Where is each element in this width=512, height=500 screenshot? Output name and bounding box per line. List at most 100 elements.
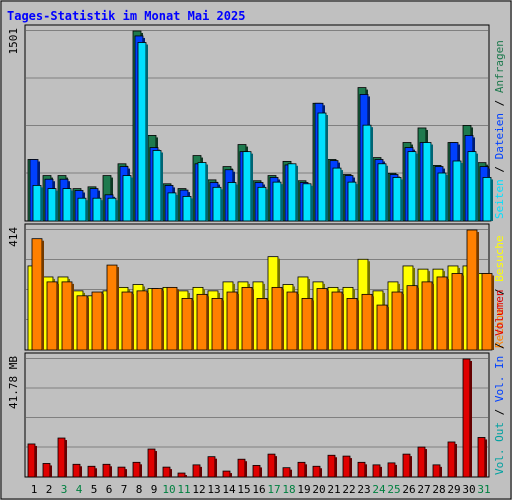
bar-volume-volumen-day-6 (102, 463, 111, 478)
x-tick-label-day-5: 5 (91, 483, 98, 496)
bar-shadow (432, 283, 434, 350)
x-tick-label-day-31: 31 (477, 483, 490, 496)
bar-visits-rechner-day-26 (406, 285, 418, 351)
bar-requests-seiten-day-22 (347, 181, 357, 222)
legend-item-rechner: Rechner (493, 301, 506, 348)
bar-visits-rechner-day-6 (106, 264, 118, 351)
bar-requests-seiten-day-5 (92, 197, 102, 222)
bar-requests-seiten-day-15 (242, 151, 252, 222)
bar-shadow (131, 177, 133, 221)
x-tick-label-day-30: 30 (462, 483, 475, 496)
x-tick-label-day-6: 6 (106, 483, 113, 496)
bar-shadow (282, 289, 284, 350)
bar-requests-seiten-day-26 (407, 151, 417, 222)
bar-shadow (176, 194, 178, 221)
bar-shadow (222, 300, 224, 350)
y-max-label: 1501 (7, 28, 20, 55)
bar-visits-rechner-day-18 (286, 291, 298, 351)
bar-requests-seiten-day-16 (257, 186, 267, 222)
x-tick-label-day-14: 14 (222, 483, 236, 496)
bar-visits-rechner-day-23 (361, 293, 373, 351)
bar-shadow (312, 300, 314, 350)
legend-separator: / (493, 336, 506, 356)
bar-shadow (446, 175, 448, 221)
bar-shadow (72, 283, 74, 350)
bar-requests-seiten-day-2 (47, 188, 57, 222)
bar-shadow (275, 456, 277, 477)
bar-shadow (221, 189, 223, 221)
bar-volume-volumen-day-27 (417, 446, 426, 478)
x-tick-label-day-26: 26 (402, 483, 415, 496)
bar-volume-volumen-day-18 (282, 467, 291, 478)
bar-shadow (447, 278, 449, 350)
bar-shadow (177, 289, 179, 350)
bar-volume-volumen-day-11 (177, 472, 186, 478)
x-tick-label-day-2: 2 (46, 483, 53, 496)
legend-item-volumen: Volumen (493, 290, 506, 336)
bar-shadow (87, 297, 89, 350)
bar-volume-volumen-day-31 (477, 437, 486, 478)
bar-volume-volumen-day-24 (372, 464, 381, 478)
bar-requests-seiten-day-7 (122, 175, 132, 222)
legend-volume: Vol. Out / Vol. In / Volumen (493, 290, 506, 475)
bar-shadow (327, 290, 329, 350)
bar-shadow (117, 267, 119, 350)
bar-shadow (102, 294, 104, 350)
bar-volume-volumen-day-8 (132, 461, 141, 478)
bar-requests-seiten-day-10 (167, 192, 177, 222)
legend-separator: / (493, 93, 506, 113)
bar-shadow (56, 190, 58, 221)
bar-volume-volumen-day-30 (462, 358, 471, 478)
bar-volume-volumen-day-21 (327, 454, 336, 478)
bar-shadow (350, 458, 352, 477)
bar-visits-rechner-day-20 (316, 288, 328, 351)
bar-shadow (380, 466, 382, 477)
bar-requests-seiten-day-1 (32, 185, 42, 222)
bar-shadow (41, 187, 43, 221)
bar-requests-seiten-day-30 (467, 151, 477, 222)
bar-visits-rechner-day-11 (181, 298, 193, 351)
bar-visits-rechner-day-13 (211, 298, 223, 351)
bar-requests-seiten-day-8 (137, 42, 147, 222)
x-tick-label-day-7: 7 (121, 483, 128, 496)
bar-volume-volumen-day-19 (297, 461, 306, 478)
bar-visits-rechner-day-29 (451, 273, 463, 351)
bar-shadow (155, 451, 157, 477)
bar-shadow (35, 445, 37, 477)
x-tick-label-day-10: 10 (162, 483, 175, 496)
chart-title: Tages-Statistik im Monat Mai 2025 (7, 9, 245, 23)
bar-visits-rechner-day-30 (466, 229, 478, 351)
bar-shadow (440, 466, 442, 477)
legend-text: Rechner / Besuche (493, 235, 506, 348)
bar-visits-rechner-day-28 (436, 276, 448, 351)
bar-shadow (305, 464, 307, 477)
bar-visits-rechner-day-10 (166, 286, 178, 351)
bar-requests-seiten-day-19 (302, 183, 312, 222)
panel-requests: 1501 Seiten / Dateien / Anfragen (7, 24, 506, 222)
bar-requests-seiten-day-17 (272, 181, 282, 222)
legend-text: Seiten / Dateien / Anfragen (493, 40, 506, 219)
bar-requests-seiten-day-18 (287, 163, 297, 222)
bar-shadow (320, 468, 322, 477)
bar-shadow (341, 170, 343, 221)
bar-visits-rechner-day-3 (61, 281, 73, 351)
x-tick-label-day-4: 4 (76, 483, 83, 496)
bar-volume-volumen-day-10 (162, 466, 171, 478)
y-max-label: 41.78 MB (7, 356, 20, 409)
bar-shadow (215, 458, 217, 477)
bar-volume-volumen-day-5 (87, 465, 96, 478)
bar-visits-rechner-day-25 (391, 291, 403, 351)
bar-shadow (251, 153, 253, 221)
bar-shadow (401, 179, 403, 221)
bar-requests-seiten-day-24 (377, 163, 387, 222)
bar-shadow (267, 300, 269, 350)
panel-volume: 41.78 MB Vol. Out / Vol. In / Volumen (7, 290, 506, 478)
bar-shadow (207, 296, 209, 350)
bar-requests-seiten-day-14 (227, 182, 237, 222)
x-tick-label-day-13: 13 (207, 483, 220, 496)
legend-item-dateien: Dateien (493, 113, 506, 159)
bar-volume-volumen-day-15 (237, 458, 246, 478)
bar-visits-rechner-day-19 (301, 298, 313, 351)
bar-shadow (230, 473, 232, 477)
